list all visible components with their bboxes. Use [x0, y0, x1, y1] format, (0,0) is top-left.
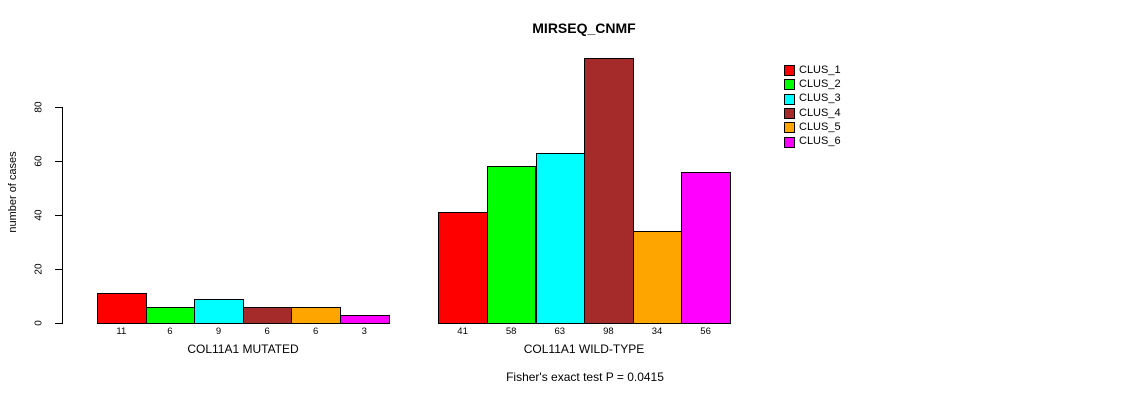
y-tick [55, 268, 62, 270]
bar-clus_2 [145, 306, 196, 324]
bar-clus_3 [535, 152, 586, 324]
y-tick-label: 80 [33, 101, 45, 113]
bar-value-label: 98 [603, 326, 614, 337]
bar-clus_5 [291, 306, 341, 324]
legend-swatch-clus_4 [784, 108, 795, 120]
bar-clus_6 [681, 171, 731, 324]
bar-clus_4 [584, 58, 634, 324]
chart-title: MIRSEQ_CNMF [532, 20, 636, 36]
bar-value-label: 56 [700, 326, 711, 337]
group-label-wildtype: COL11A1 WILD-TYPE [523, 342, 645, 356]
bar-clus_5 [632, 231, 683, 324]
legend-swatch-clus_3 [784, 93, 795, 105]
y-tick [55, 160, 62, 162]
y-tick-label: 0 [33, 320, 45, 326]
y-axis-label: number of cases [7, 151, 19, 233]
legend-swatch-clus_2 [784, 79, 795, 91]
bar-value-label: 6 [167, 326, 173, 337]
legend-swatch-clus_6 [784, 136, 795, 148]
group-label-mutated: COL11A1 MUTATED [187, 342, 299, 356]
bar-clus_4 [242, 306, 293, 324]
bar-value-label: 6 [313, 326, 319, 337]
bar-value-label: 11 [116, 326, 127, 337]
legend-label: CLUS_6 [799, 135, 841, 148]
legend-swatch-clus_1 [784, 65, 795, 76]
bar-value-label: 41 [457, 326, 468, 337]
bar-clus_6 [340, 314, 390, 324]
y-tick-label: 40 [33, 209, 45, 221]
y-axis-line [62, 107, 63, 324]
y-tick [55, 322, 62, 324]
legend-label: CLUS_4 [799, 106, 841, 119]
bar-clus_1 [97, 293, 147, 324]
bar-clus_1 [438, 212, 488, 324]
bar-clus_2 [486, 166, 537, 324]
bar-value-label: 58 [505, 326, 517, 337]
legend-label: CLUS_2 [799, 77, 841, 90]
legend-label: CLUS_3 [799, 92, 841, 105]
bar-value-label: 9 [215, 326, 222, 337]
legend-swatch-clus_5 [784, 122, 795, 134]
fisher-test-annotation: Fisher's exact test P = 0.0415 [506, 370, 664, 384]
legend-label: CLUS_1 [799, 63, 841, 76]
bar-clus_3 [194, 298, 244, 324]
y-tick-label: 20 [33, 263, 45, 275]
bar-value-label: 34 [651, 326, 663, 337]
y-tick-label: 60 [33, 155, 45, 167]
y-tick [55, 106, 62, 108]
bar-value-label: 63 [554, 326, 566, 337]
bar-value-label: 6 [264, 326, 270, 337]
y-tick [55, 214, 62, 216]
legend-label: CLUS_5 [799, 120, 841, 133]
bar-value-label: 3 [361, 326, 367, 337]
